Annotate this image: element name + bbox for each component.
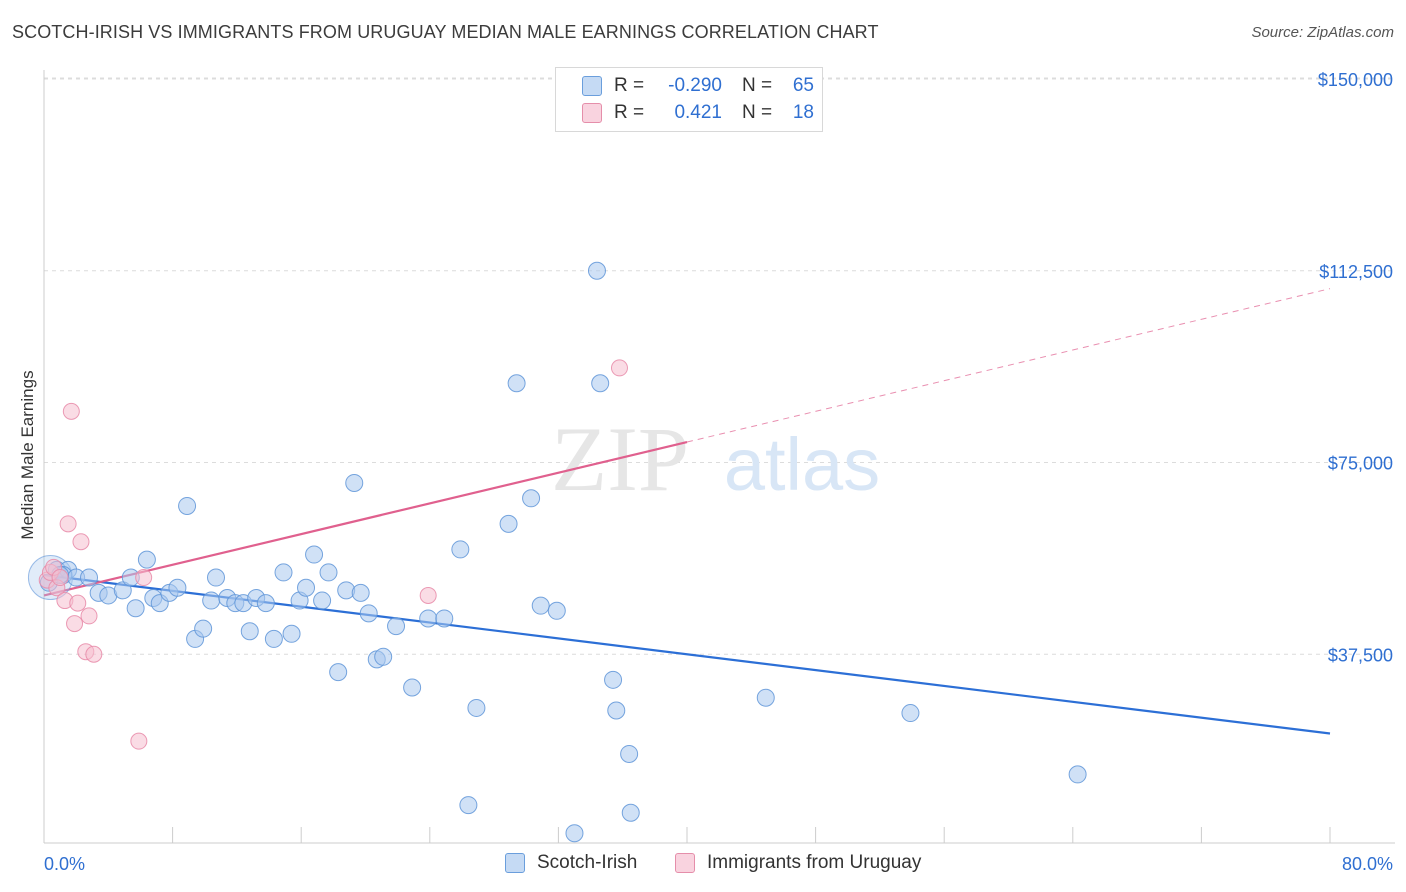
data-point-scotch-irish (240, 622, 259, 641)
r-label: R = (614, 102, 645, 123)
legend-label: Immigrants from Uruguay (707, 852, 922, 873)
x-tick-label-min: 0.0% (44, 854, 85, 874)
data-point-scotch-irish (607, 701, 626, 720)
stats-row-scotch-irish: R = -0.290 N = 65 (582, 74, 814, 98)
data-point-scotch-irish (499, 514, 518, 533)
data-point-uruguay (85, 645, 103, 663)
data-point-scotch-irish (319, 563, 338, 582)
data-point-scotch-irish (202, 591, 221, 610)
pink-swatch (582, 103, 602, 123)
data-point-uruguay (610, 359, 628, 377)
data-point-scotch-irish (256, 594, 275, 613)
data-point-scotch-irish (507, 374, 526, 393)
n-value: 65 (792, 75, 814, 96)
data-point-scotch-irish (565, 824, 584, 843)
data-point-uruguay (80, 607, 98, 625)
data-point-scotch-irish (80, 568, 99, 587)
blue-swatch (505, 853, 525, 873)
data-point-scotch-irish (467, 698, 486, 717)
y-tick-label: $150,000 (1318, 70, 1393, 90)
data-point-uruguay (419, 586, 437, 604)
data-point-scotch-irish (194, 619, 213, 638)
data-point-scotch-irish (113, 581, 132, 600)
y-tick-label: $112,500 (1319, 262, 1393, 282)
data-point-scotch-irish (756, 688, 775, 707)
data-point-scotch-irish (207, 568, 226, 587)
x-tick-label-max: 80.0% (1342, 854, 1393, 874)
data-point-scotch-irish (274, 563, 293, 582)
chart-title: SCOTCH-IRISH VS IMMIGRANTS FROM URUGUAY … (12, 22, 879, 42)
trend-line (686, 288, 1331, 443)
trend-line (43, 440, 688, 597)
n-label: N = (742, 102, 773, 123)
data-point-uruguay (69, 594, 87, 612)
y-tick-label: $37,500 (1328, 645, 1393, 665)
data-point-scotch-irish (313, 591, 332, 610)
watermark: ZIP atlas (551, 408, 880, 510)
series-legend: Scotch-Irish Immigrants from Uruguay (0, 852, 1406, 878)
n-value: 18 (792, 102, 814, 123)
data-point-scotch-irish (901, 704, 920, 723)
data-point-scotch-irish (620, 744, 639, 763)
y-tick-labels: $37,500 $75,000 $112,500 $150,000 (1318, 70, 1393, 665)
data-point-uruguay (51, 569, 69, 587)
stats-legend: R = -0.290 N = 65 R = 0.421 N = 18 (555, 67, 823, 132)
trend-lines (43, 288, 1331, 735)
y-axis-label: Median Male Earnings (18, 370, 37, 540)
data-point-scotch-irish (178, 496, 197, 515)
data-point-scotch-irish (591, 374, 610, 393)
r-value: -0.290 (668, 75, 722, 96)
data-point-scotch-irish (459, 796, 478, 815)
data-points (27, 261, 1087, 843)
stats-row-uruguay: R = 0.421 N = 18 (582, 101, 814, 125)
data-point-scotch-irish (604, 670, 623, 689)
data-point-uruguay (66, 615, 84, 633)
axes (43, 70, 1395, 844)
data-point-scotch-irish (168, 578, 187, 597)
watermark-atlas: atlas (724, 423, 880, 506)
data-point-scotch-irish (282, 624, 301, 643)
data-point-uruguay (62, 402, 80, 420)
n-label: N = (742, 75, 773, 96)
data-point-scotch-irish (137, 550, 156, 569)
data-point-uruguay (72, 533, 90, 551)
data-point-scotch-irish (1068, 765, 1087, 784)
data-point-uruguay (59, 515, 77, 533)
data-point-scotch-irish (403, 678, 422, 697)
data-point-scotch-irish (547, 601, 566, 620)
data-point-uruguay (135, 569, 153, 587)
data-point-scotch-irish (531, 596, 550, 615)
data-point-scotch-irish (264, 629, 283, 648)
legend-label: Scotch-Irish (537, 852, 638, 873)
data-point-scotch-irish (522, 489, 541, 508)
source-label: Source: ZipAtlas.com (1251, 24, 1394, 41)
r-label: R = (614, 75, 645, 96)
legend-item-uruguay[interactable]: Immigrants from Uruguay (675, 852, 921, 874)
r-value: 0.421 (674, 102, 722, 123)
x-tick-labels: 0.0% 80.0% (44, 854, 1393, 874)
data-point-scotch-irish (374, 647, 393, 666)
blue-swatch (582, 76, 602, 96)
data-point-scotch-irish (621, 803, 640, 822)
data-point-scotch-irish (387, 617, 406, 636)
data-point-scotch-irish (587, 261, 606, 280)
data-point-scotch-irish (345, 473, 364, 492)
grid-lines (44, 77, 1395, 655)
data-point-scotch-irish (419, 609, 438, 628)
data-point-scotch-irish (329, 663, 348, 682)
legend-item-scotch-irish[interactable]: Scotch-Irish (505, 852, 637, 874)
data-point-scotch-irish (351, 583, 370, 602)
data-point-scotch-irish (435, 609, 454, 628)
data-point-scotch-irish (126, 599, 145, 618)
data-point-scotch-irish (305, 545, 324, 564)
data-point-scotch-irish (359, 604, 378, 623)
data-point-scotch-irish (451, 540, 470, 559)
y-tick-label: $75,000 (1328, 454, 1393, 474)
data-point-uruguay (130, 732, 148, 750)
pink-swatch (675, 853, 695, 873)
data-point-scotch-irish (297, 578, 316, 597)
